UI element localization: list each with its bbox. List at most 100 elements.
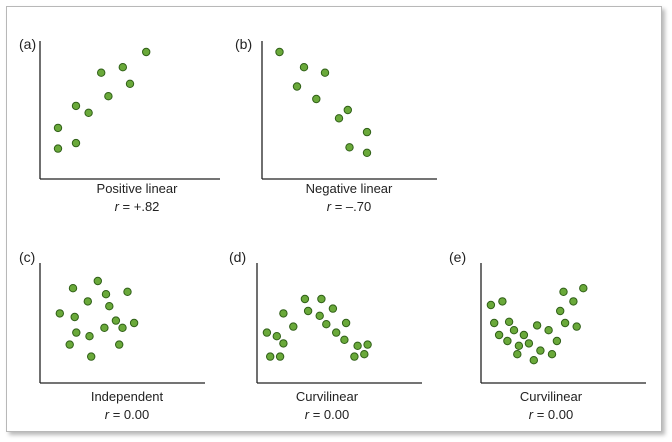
data-point <box>322 320 331 329</box>
data-point <box>490 318 499 328</box>
figure-frame: (a) Positive linear r = +.82 (b) Negative li… <box>6 6 662 432</box>
r-value: r = 0.00 <box>105 407 149 422</box>
data-point <box>53 123 63 133</box>
panel-caption: Positive linear <box>97 181 179 196</box>
data-point <box>118 63 128 72</box>
data-point <box>544 326 553 335</box>
panel-caption: Curvilinear <box>520 389 583 404</box>
data-point <box>334 114 344 123</box>
data-point <box>332 328 341 337</box>
panel-b: (b) Negative linear r = –.70 <box>235 36 437 214</box>
data-point <box>292 82 302 91</box>
data-point <box>341 318 351 328</box>
data-point <box>315 311 324 320</box>
data-point <box>340 335 349 344</box>
data-point <box>105 302 114 311</box>
data-point <box>53 144 63 153</box>
data-point <box>70 312 79 322</box>
data-point <box>279 309 288 318</box>
data-point <box>68 284 78 293</box>
panel-c: (c) Independent r = 0.00 <box>19 249 205 422</box>
data-point <box>129 318 139 328</box>
data-point <box>317 294 326 304</box>
data-point <box>142 47 151 57</box>
data-point <box>494 330 504 340</box>
data-point <box>350 352 359 361</box>
r-value: r = +.82 <box>115 199 160 214</box>
data-point <box>65 340 74 349</box>
panel-a: (a) Positive linear r = +.82 <box>19 36 220 214</box>
panel-caption: Independent <box>91 389 164 404</box>
data-point <box>97 68 106 77</box>
data-point <box>123 287 132 296</box>
data-point <box>363 340 372 349</box>
data-point <box>71 138 81 148</box>
data-point <box>560 318 570 328</box>
data-point <box>345 143 354 152</box>
data-point <box>111 316 121 325</box>
r-value: r = –.70 <box>327 199 371 214</box>
data-point <box>55 309 64 318</box>
data-point <box>85 332 94 341</box>
data-point <box>362 148 372 158</box>
data-point <box>328 304 338 313</box>
data-point <box>486 300 496 310</box>
data-point <box>279 339 288 348</box>
data-point <box>569 297 578 306</box>
panel-label: (b) <box>235 36 252 52</box>
panel-label: (c) <box>19 249 35 265</box>
data-point <box>101 290 111 299</box>
panel-d: (d) Curvilinear r = 0.00 <box>229 249 422 422</box>
data-point <box>262 328 272 337</box>
data-point <box>100 323 109 332</box>
data-point <box>275 47 284 57</box>
data-point <box>87 352 96 361</box>
data-point <box>275 352 285 361</box>
r-value: r = 0.00 <box>529 407 573 422</box>
data-point <box>353 341 362 350</box>
data-point <box>504 317 514 326</box>
data-point <box>266 352 275 361</box>
data-point <box>343 105 352 115</box>
data-point <box>83 297 93 306</box>
data-point <box>312 94 321 104</box>
data-point <box>300 294 310 304</box>
data-point <box>503 336 512 346</box>
data-point <box>118 323 127 332</box>
data-point <box>559 287 568 296</box>
panel-label: (a) <box>19 36 36 52</box>
data-point <box>272 332 281 341</box>
data-point <box>547 350 557 359</box>
data-point <box>125 79 135 89</box>
r-value: r = 0.00 <box>305 407 349 422</box>
data-point <box>509 326 519 335</box>
data-point <box>536 346 545 355</box>
panel-caption: Negative linear <box>306 181 393 196</box>
data-point <box>498 297 507 306</box>
data-point <box>303 306 313 316</box>
panel-label: (e) <box>449 249 466 265</box>
data-point <box>524 339 534 348</box>
data-point <box>519 330 529 340</box>
data-point <box>93 276 103 286</box>
data-point <box>71 101 81 111</box>
data-point <box>556 306 565 316</box>
data-point <box>115 340 124 349</box>
data-point <box>513 350 522 359</box>
panel-label: (d) <box>229 249 246 265</box>
panel-e: (e) Curvilinear r = 0.00 <box>449 249 646 422</box>
data-point <box>529 356 538 365</box>
data-point <box>84 108 93 118</box>
data-point <box>320 68 330 77</box>
data-point <box>104 92 113 101</box>
data-point <box>579 284 588 293</box>
data-point <box>532 321 542 330</box>
data-point <box>552 336 562 346</box>
data-point <box>360 350 369 359</box>
scatter-figure: (a) Positive linear r = +.82 (b) Negative li… <box>19 36 646 422</box>
data-point <box>362 127 372 137</box>
data-point <box>289 322 298 331</box>
data-point <box>72 328 81 337</box>
data-point <box>514 341 524 350</box>
data-point <box>572 322 581 331</box>
